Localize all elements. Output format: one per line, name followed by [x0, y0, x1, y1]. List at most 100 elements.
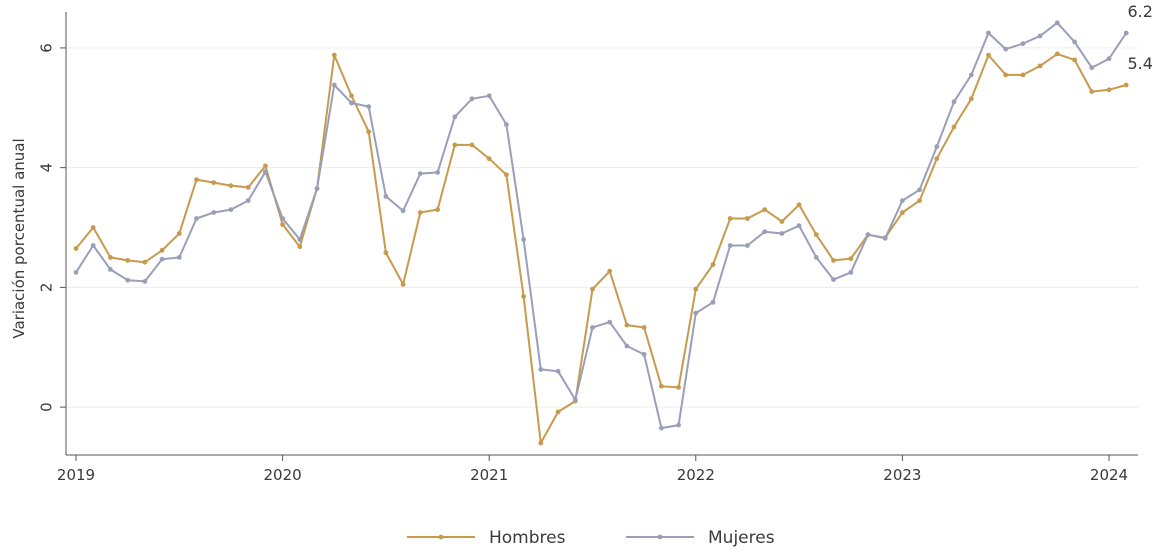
data-point-mujeres-15	[331, 82, 337, 88]
data-point-hombres-59	[1089, 89, 1095, 94]
data-point-hombres-11	[263, 163, 268, 169]
data-point-hombres-34	[659, 383, 664, 389]
data-point-mujeres-6	[176, 255, 182, 260]
data-point-hombres-35	[676, 385, 681, 390]
series-line-mujeres	[75, 21, 1128, 430]
y-tick-label-2: 2	[38, 283, 56, 293]
legend-label-hombres: Hombres	[489, 528, 566, 548]
data-point-hombres-28	[555, 409, 561, 415]
data-point-mujeres-25	[504, 122, 509, 127]
y-tick-label-0: 0	[38, 402, 56, 412]
data-point-hombres-42	[796, 202, 802, 208]
data-point-hombres-60	[1106, 87, 1112, 93]
data-point-hombres-20	[417, 210, 423, 215]
x-tick-label-2024: 2024	[1090, 466, 1128, 484]
data-point-mujeres-21	[435, 170, 440, 175]
data-point-hombres-21	[435, 207, 440, 213]
x-tick-label-2019: 2019	[57, 466, 95, 484]
data-point-mujeres-39	[745, 243, 750, 248]
data-point-hombres-53	[986, 52, 991, 58]
series-line-hombres	[75, 52, 1127, 444]
data-point-hombres-3	[125, 258, 131, 263]
data-point-mujeres-20	[417, 171, 423, 177]
data-point-hombres-54	[1003, 72, 1009, 78]
data-point-hombres-12	[280, 222, 285, 227]
legend-label-mujeres: Mujeres	[708, 528, 775, 548]
data-point-mujeres-34	[659, 425, 664, 431]
data-point-hombres-57	[1054, 51, 1060, 57]
data-point-mujeres-42	[796, 223, 802, 229]
y-tick-label-6: 6	[38, 43, 56, 53]
data-point-hombres-2	[108, 255, 113, 260]
axes: 0 2 4 6 2019 2020 2021 2022 2023 2024 Variación po…	[10, 12, 1138, 484]
legend-marker-hombres	[438, 534, 444, 540]
end-labels: 5.4 6.2	[1127, 2, 1152, 73]
data-point-mujeres-61	[1123, 30, 1129, 36]
data-point-mujeres-57	[1054, 20, 1060, 26]
data-point-mujeres-44	[831, 277, 836, 282]
data-point-mujeres-53	[986, 30, 991, 36]
data-point-hombres-50	[934, 156, 940, 162]
legend: Hombres Mujeres	[407, 528, 775, 548]
data-point-hombres-24	[486, 156, 492, 162]
data-point-hombres-58	[1072, 57, 1077, 63]
data-point-mujeres-48	[900, 198, 905, 204]
data-point-mujeres-10	[245, 198, 251, 204]
data-point-hombres-6	[176, 231, 182, 236]
data-point-mujeres-28	[555, 368, 561, 374]
data-point-mujeres-7	[194, 216, 199, 221]
data-point-mujeres-35	[676, 422, 681, 428]
data-point-mujeres-51	[951, 99, 957, 105]
data-point-hombres-51	[951, 124, 957, 130]
data-point-mujeres-47	[882, 235, 888, 241]
data-point-hombres-0	[73, 246, 79, 251]
legend-marker-mujeres	[657, 534, 663, 540]
data-point-mujeres-29	[572, 397, 578, 403]
data-point-hombres-43	[813, 232, 819, 238]
data-point-hombres-10	[245, 185, 251, 190]
data-point-hombres-30	[590, 286, 595, 292]
data-point-hombres-56	[1037, 63, 1043, 69]
series-lines	[73, 20, 1129, 446]
data-point-mujeres-22	[452, 114, 458, 120]
data-point-mujeres-23	[469, 96, 475, 102]
data-point-hombres-38	[727, 216, 733, 221]
data-point-hombres-52	[968, 96, 974, 102]
data-point-hombres-31	[607, 268, 613, 274]
data-point-mujeres-3	[125, 277, 131, 283]
data-point-mujeres-11	[263, 169, 268, 175]
data-point-mujeres-12	[280, 216, 285, 221]
data-point-mujeres-43	[813, 255, 819, 260]
data-point-hombres-45	[848, 256, 854, 261]
data-point-hombres-61	[1123, 82, 1129, 88]
data-point-mujeres-33	[641, 352, 647, 357]
data-point-mujeres-49	[917, 187, 922, 193]
data-point-mujeres-18	[383, 194, 389, 199]
y-tick-label-4: 4	[38, 163, 56, 173]
data-point-mujeres-30	[590, 325, 595, 330]
data-point-hombres-36	[693, 286, 699, 292]
data-point-mujeres-32	[624, 343, 630, 349]
data-point-hombres-39	[745, 216, 750, 221]
data-point-hombres-25	[504, 172, 509, 178]
data-point-hombres-16	[349, 93, 354, 99]
data-point-mujeres-58	[1072, 39, 1077, 45]
data-point-mujeres-27	[538, 367, 544, 372]
data-point-mujeres-19	[400, 208, 406, 214]
data-point-hombres-5	[159, 247, 165, 253]
data-point-mujeres-40	[762, 229, 768, 235]
data-point-mujeres-0	[73, 270, 79, 275]
data-point-hombres-17	[366, 129, 372, 135]
y-axis-title: Variación porcentual anual	[10, 138, 28, 338]
data-point-mujeres-55	[1020, 41, 1026, 47]
data-point-mujeres-5	[159, 256, 165, 262]
data-point-mujeres-37	[710, 299, 716, 305]
x-tick-label-2020: 2020	[264, 466, 302, 484]
x-tick-label-2022: 2022	[677, 466, 715, 484]
data-point-hombres-15	[331, 52, 337, 58]
data-point-hombres-9	[228, 183, 234, 189]
data-point-mujeres-52	[968, 72, 974, 78]
data-point-mujeres-31	[607, 319, 613, 325]
data-point-hombres-32	[624, 322, 630, 328]
